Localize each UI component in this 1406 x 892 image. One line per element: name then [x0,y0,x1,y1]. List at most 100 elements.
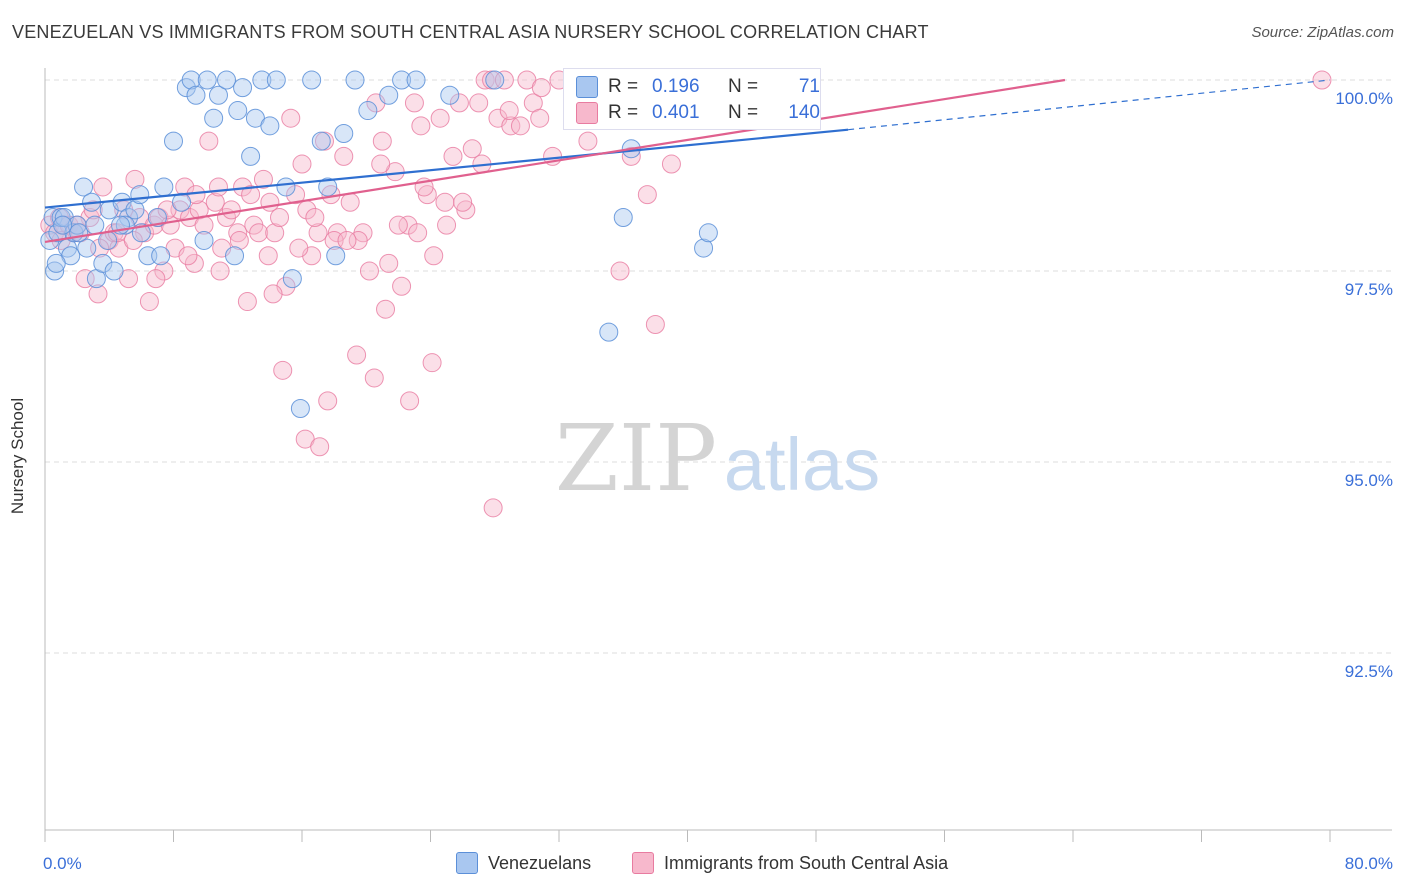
data-point-series1 [125,200,145,220]
x-tick-label: 80.0% [1345,854,1393,873]
data-point-series1 [53,215,73,235]
data-point-series2 [372,131,392,151]
series-1-points [40,70,718,419]
data-point-series1 [266,70,286,90]
data-point-series1 [358,101,378,121]
legend-label-series1: Venezuelans [488,852,592,873]
watermark: ZIP atlas [555,405,880,512]
data-point-series2 [289,238,309,258]
data-point-series2 [499,101,519,121]
data-point-series1 [440,85,460,105]
stats-row-series2: R = 0.401 N = 140 [576,101,820,125]
source-label: Source: ZipAtlas.com [1251,24,1394,41]
legend-swatch-series2 [632,852,654,874]
data-point-series2 [75,269,95,289]
data-point-series1 [392,70,412,90]
data-point-series2 [501,116,521,136]
data-point-series1 [599,322,619,342]
data-point-series1 [228,101,248,121]
y-tick-label: 95.0% [1345,471,1393,490]
data-point-series1 [311,131,331,151]
data-point-series1 [345,70,365,90]
n-label: N = [728,102,759,123]
data-point-series2 [184,253,204,273]
trend-line-series1-extension [848,79,1331,131]
data-point-series1 [154,177,174,197]
data-point-series2 [210,261,230,281]
data-point-series2 [530,108,550,128]
data-point-series1 [69,223,89,243]
data-point-series2 [221,200,241,220]
n-value-series2: 140 [788,102,820,123]
data-point-series2 [305,208,325,228]
data-point-series2 [645,314,665,334]
data-point-series2 [208,177,228,197]
data-point-series2 [199,131,219,151]
data-point-series2 [411,116,431,136]
data-point-series2 [456,200,476,220]
legend-label-series2: Immigrants from South Central Asia [664,852,949,873]
data-point-series2 [241,185,261,205]
data-point-series2 [376,299,396,319]
data-point-series2 [205,192,225,212]
data-point-series2 [286,185,306,205]
data-point-series1 [204,108,224,128]
trend-line-series2 [44,78,1066,244]
data-point-series2 [281,108,301,128]
data-point-series1 [241,146,261,166]
legend-swatch-series1 [456,852,478,874]
legend-item-series1[interactable]: Venezuelans [456,852,591,874]
data-point-series1 [208,85,228,105]
y-tick-label: 92.5% [1345,662,1393,681]
data-point-series2 [364,368,384,388]
gridlines [45,79,1392,654]
legend-item-series2[interactable]: Immigrants from South Central Asia [632,852,948,874]
data-point-series1 [77,238,97,258]
data-point-series2 [392,276,412,296]
watermark-zip: ZIP [555,405,717,512]
data-point-series2 [398,215,418,235]
data-point-series2 [408,223,428,243]
data-point-series1 [164,131,183,151]
stats-swatch-series2 [576,102,598,124]
data-point-series2 [265,223,285,243]
data-point-series1 [74,177,94,197]
data-point-series1 [147,208,167,228]
data-point-series2 [531,78,551,98]
data-point-series2 [175,177,195,197]
data-point-series2 [93,177,113,197]
data-point-series1 [197,70,217,90]
data-point-series1 [485,70,505,90]
r-value-series2: 0.401 [652,102,700,123]
data-point-series2 [340,192,360,212]
data-point-series2 [469,93,489,113]
data-point-series2 [1312,70,1332,90]
data-point-series1 [43,208,63,228]
data-point-series1 [613,208,633,228]
data-point-series1 [45,261,65,281]
data-point-series1 [181,70,201,90]
data-point-series1 [151,246,171,266]
data-point-series1 [217,70,237,90]
stats-swatch-series1 [576,76,598,98]
data-point-series1 [93,253,113,273]
r-label: R = [608,102,639,123]
data-point-series2 [260,192,280,212]
data-point-series1 [98,230,118,250]
data-point-series2 [400,391,420,411]
data-point-series1 [225,246,245,266]
data-point-series2 [228,223,248,243]
data-point-series2 [125,169,145,189]
data-point-series1 [130,185,150,205]
data-point-series2 [327,223,347,243]
data-point-series2 [337,230,357,250]
data-point-series2 [88,284,108,304]
data-point-series2 [510,116,530,136]
data-point-series2 [347,345,367,365]
data-point-series1 [334,123,354,143]
data-point-series2 [371,154,391,174]
data-point-series1 [326,246,346,266]
data-point-series1 [104,261,124,281]
data-point-series2 [424,246,444,266]
n-value-series1: 71 [798,76,820,97]
